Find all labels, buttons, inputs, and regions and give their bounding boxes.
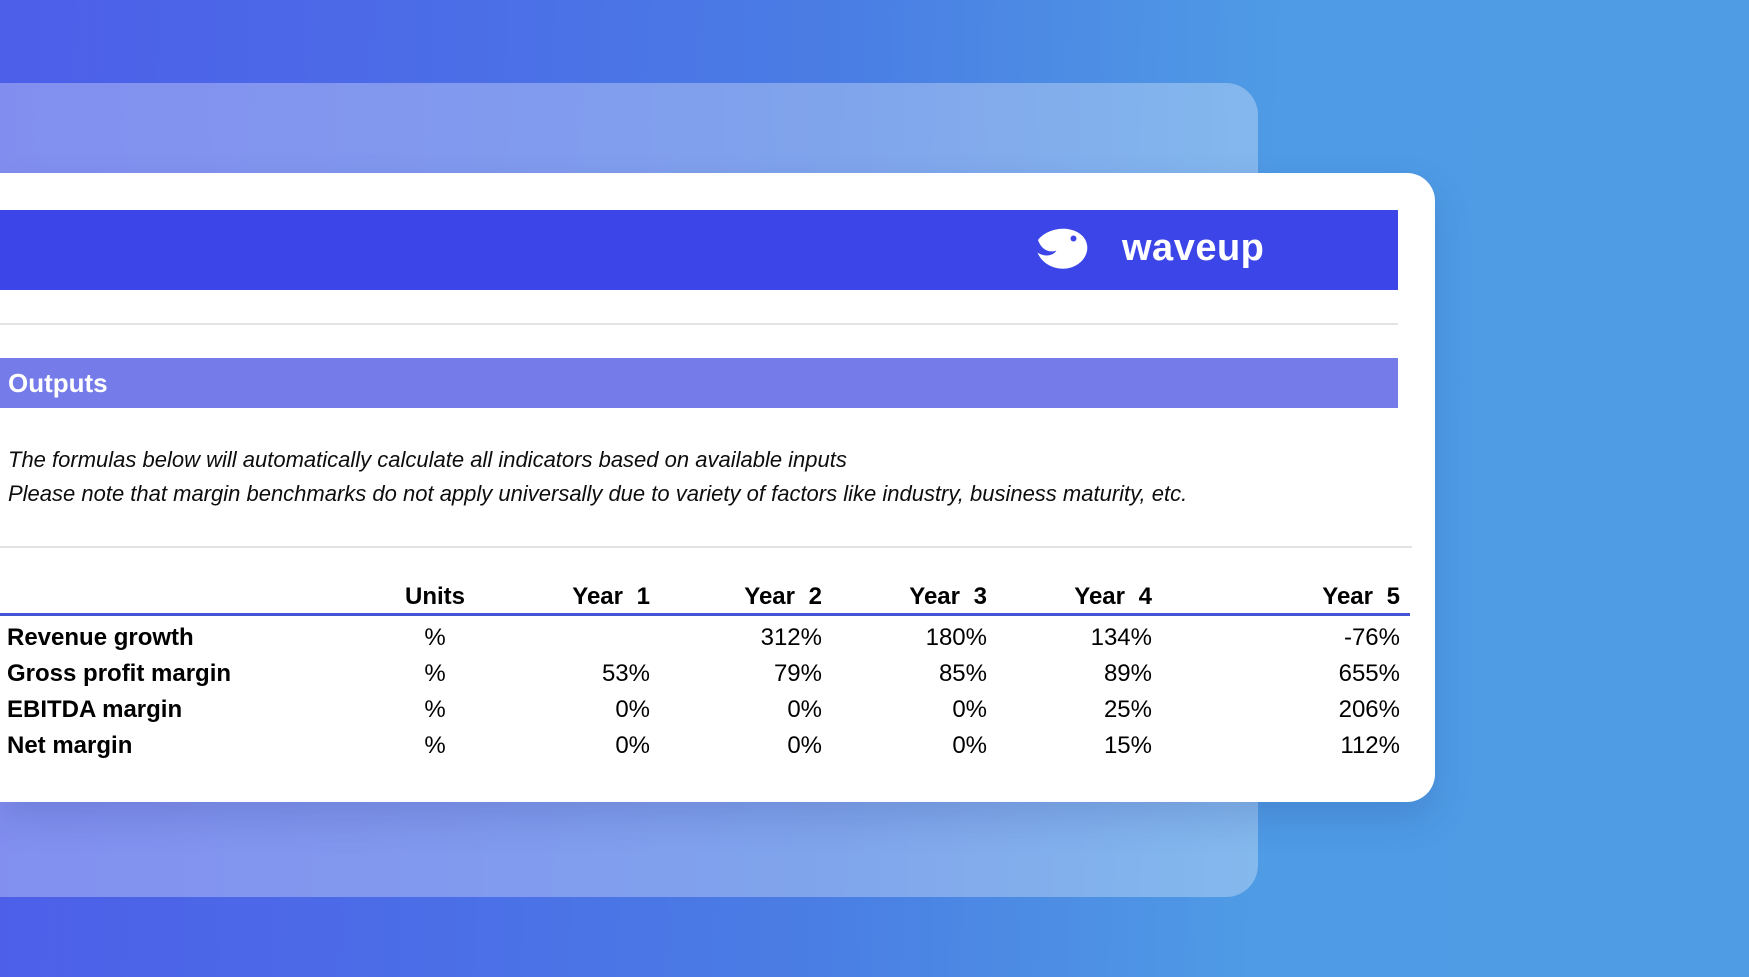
cell-value: 0% (615, 696, 650, 723)
row-units: % (424, 732, 446, 759)
column-header-year-5: Year 5 (1322, 582, 1400, 610)
cell-value: 112% (1340, 732, 1400, 759)
cell-value: 180% (925, 624, 987, 651)
outputs-table: Units Year 1 Year 2 Year 3 Year 4 Year 5… (0, 580, 1410, 764)
cell-value: 15% (1103, 732, 1152, 759)
cell-value: 0% (787, 696, 822, 723)
section-title: Outputs (8, 367, 108, 398)
cell-value: 25% (1103, 696, 1152, 723)
table-row-net-margin: Net margin % 0% 0% 0% 15% 112% (0, 728, 1410, 764)
table-row-revenue-growth: Revenue growth % 312% 180% 134% -76% (0, 620, 1410, 656)
cell-value: 79% (773, 660, 822, 687)
table-body: Revenue growth % 312% 180% 134% -76% Gro… (0, 616, 1410, 764)
row-label: Gross profit margin (7, 660, 232, 687)
column-header-year-1: Year 1 (572, 582, 650, 610)
cell-value: 89% (1103, 660, 1152, 687)
cell-value: 0% (787, 732, 822, 759)
table-top-divider (0, 546, 1412, 548)
row-units: % (424, 696, 446, 723)
cell-value: 206% (1338, 696, 1400, 723)
cell-value: 85% (938, 660, 987, 687)
row-label: Revenue growth (7, 624, 194, 651)
column-header-year-3: Year 3 (909, 582, 987, 610)
cell-value: 53% (601, 660, 650, 687)
table-row-ebitda-margin: EBITDA margin % 0% 0% 0% 25% 206% (0, 692, 1410, 728)
cell-value: 0% (952, 696, 987, 723)
note-line-2: Please note that margin benchmarks do no… (8, 481, 1188, 506)
cell-value: 0% (615, 732, 650, 759)
notes-block: The formulas below will automatically ca… (8, 443, 1187, 511)
brand-header-bar: waveup (0, 210, 1398, 290)
waveup-bird-icon (1037, 228, 1088, 269)
waveup-logo: waveup (1032, 210, 1264, 290)
table-row-gross-profit-margin: Gross profit margin % 53% 79% 85% 89% 65… (0, 656, 1410, 692)
column-header-year-2: Year 2 (744, 582, 822, 610)
cell-value: 134% (1090, 624, 1152, 651)
cell-value: -76% (1343, 624, 1400, 651)
row-label: EBITDA margin (7, 696, 183, 723)
waveup-logo-text: waveup (1122, 227, 1265, 269)
table-header-rule (0, 613, 1410, 616)
header-divider (0, 323, 1398, 325)
column-header-units: Units (405, 582, 465, 610)
cell-value: 655% (1338, 660, 1400, 687)
row-label: Net margin (7, 732, 133, 759)
table-header-row: Units Year 1 Year 2 Year 3 Year 4 Year 5 (0, 580, 1410, 613)
spreadsheet-card: waveup Outputs The formulas below will a… (0, 173, 1435, 802)
outputs-section-header: Outputs (0, 358, 1398, 408)
cell-value: 0% (952, 732, 987, 759)
note-line-1: The formulas below will automatically ca… (8, 447, 847, 472)
row-units: % (424, 660, 446, 687)
cell-value: 312% (760, 624, 822, 651)
column-header-year-4: Year 4 (1074, 582, 1152, 610)
row-units: % (424, 624, 446, 651)
